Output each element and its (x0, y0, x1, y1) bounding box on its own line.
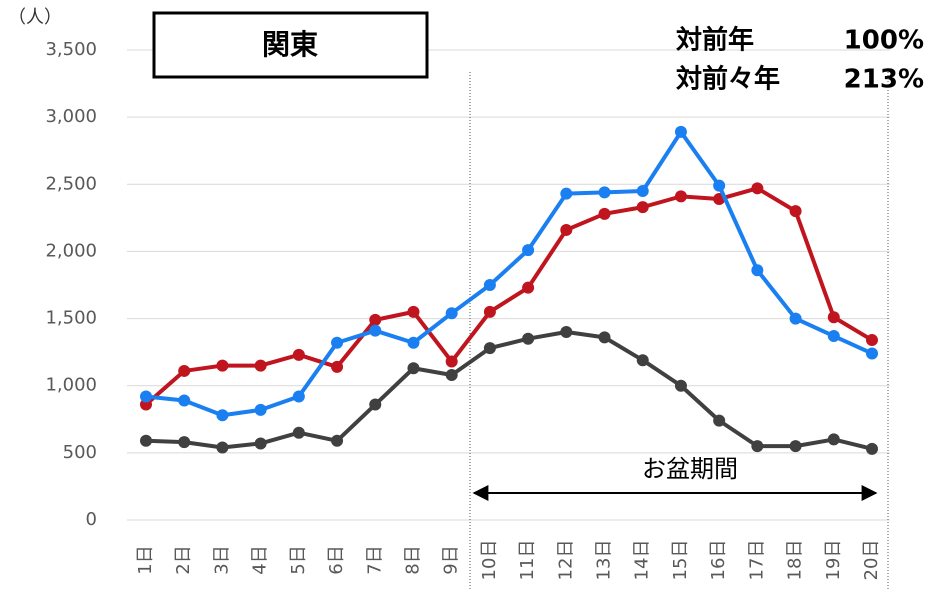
data-point (216, 359, 229, 372)
x-tick-label: 1日 (135, 545, 156, 574)
data-point (789, 205, 802, 218)
x-tick-label: 20日 (861, 540, 882, 581)
data-point (636, 201, 649, 214)
data-point (598, 331, 611, 344)
x-tick-label: 2日 (173, 545, 194, 574)
data-point (216, 409, 229, 422)
data-point (827, 433, 840, 446)
data-point (789, 312, 802, 325)
x-tick-label: 12日 (555, 540, 576, 581)
data-point (445, 368, 458, 381)
data-point (407, 305, 420, 318)
data-point (369, 324, 382, 337)
series-line (145, 330, 873, 451)
data-point (445, 307, 458, 320)
comparison-value: 213% (844, 65, 924, 95)
x-tick-label: 8日 (402, 545, 423, 574)
data-point (216, 441, 229, 454)
data-point (331, 336, 344, 349)
x-tick-label: 3日 (211, 545, 232, 574)
data-point (178, 436, 191, 449)
data-point (407, 336, 420, 349)
x-tick-label: 18日 (785, 540, 806, 581)
x-tick-label: 7日 (364, 545, 385, 574)
x-tick-label: 14日 (632, 540, 653, 581)
comparison-value: 100% (844, 26, 924, 56)
data-point (292, 390, 305, 403)
data-point (560, 187, 573, 200)
data-point (292, 348, 305, 361)
comparison-label: 対前年 (676, 25, 754, 56)
data-point (369, 313, 382, 326)
data-point (407, 362, 420, 375)
y-tick-label: 500 (63, 442, 97, 463)
y-tick-label: 1,500 (45, 308, 97, 329)
data-point (674, 379, 687, 392)
comparison-label: 対前々年 (676, 64, 780, 95)
data-point (866, 347, 878, 360)
y-tick-label: 2,000 (45, 240, 97, 261)
data-point (254, 359, 267, 372)
x-tick-label: 5日 (288, 545, 309, 574)
data-point (674, 190, 687, 203)
data-point (483, 305, 496, 318)
x-tick-label: 16日 (708, 540, 729, 581)
data-point (636, 185, 649, 197)
y-tick-label: 1,000 (45, 375, 97, 396)
data-point (560, 223, 573, 236)
x-tick-label: 4日 (250, 545, 271, 574)
data-point (866, 334, 878, 347)
data-point (751, 264, 764, 277)
data-point (713, 414, 726, 427)
data-point (369, 398, 382, 411)
x-tick-label: 17日 (746, 540, 767, 581)
data-point (636, 354, 649, 367)
data-point (560, 326, 573, 338)
data-point (445, 355, 458, 368)
x-tick-label: 15日 (670, 540, 691, 581)
region-label: 関東 (262, 28, 318, 61)
data-point (827, 311, 840, 324)
y-unit: （人） (8, 7, 62, 28)
series-line (145, 129, 873, 418)
y-tick-label: 3,500 (45, 39, 97, 60)
data-point (331, 434, 344, 447)
data-point (598, 207, 611, 220)
data-point (751, 182, 764, 195)
data-point (331, 360, 344, 373)
x-tick-label: 10日 (479, 540, 500, 581)
y-tick-label: 3,000 (45, 106, 97, 127)
data-point (254, 437, 267, 450)
data-point (292, 426, 305, 439)
x-tick-label: 6日 (326, 545, 347, 574)
data-point (751, 440, 764, 453)
x-tick-label: 19日 (823, 540, 844, 581)
data-point (598, 186, 611, 199)
data-point (866, 442, 878, 455)
data-point (254, 403, 267, 416)
x-tick-label: 11日 (517, 540, 538, 581)
data-point (140, 390, 152, 403)
period-label: お盆期間 (642, 455, 738, 483)
x-tick-label: 9日 (441, 545, 462, 574)
data-point (483, 279, 496, 291)
series-line (144, 186, 874, 407)
y-tick-label: 0 (86, 509, 97, 530)
y-tick-label: 2,500 (45, 173, 97, 194)
data-point (140, 434, 152, 447)
x-tick-label: 13日 (594, 540, 615, 581)
data-point (522, 281, 535, 294)
region-box (152, 11, 429, 79)
data-point (178, 364, 191, 377)
data-point (483, 342, 496, 355)
data-point (522, 244, 535, 257)
data-point (178, 394, 191, 407)
data-point (789, 440, 802, 453)
data-point (827, 330, 840, 343)
data-point (674, 125, 687, 138)
data-point (713, 179, 726, 192)
data-point (522, 332, 535, 345)
